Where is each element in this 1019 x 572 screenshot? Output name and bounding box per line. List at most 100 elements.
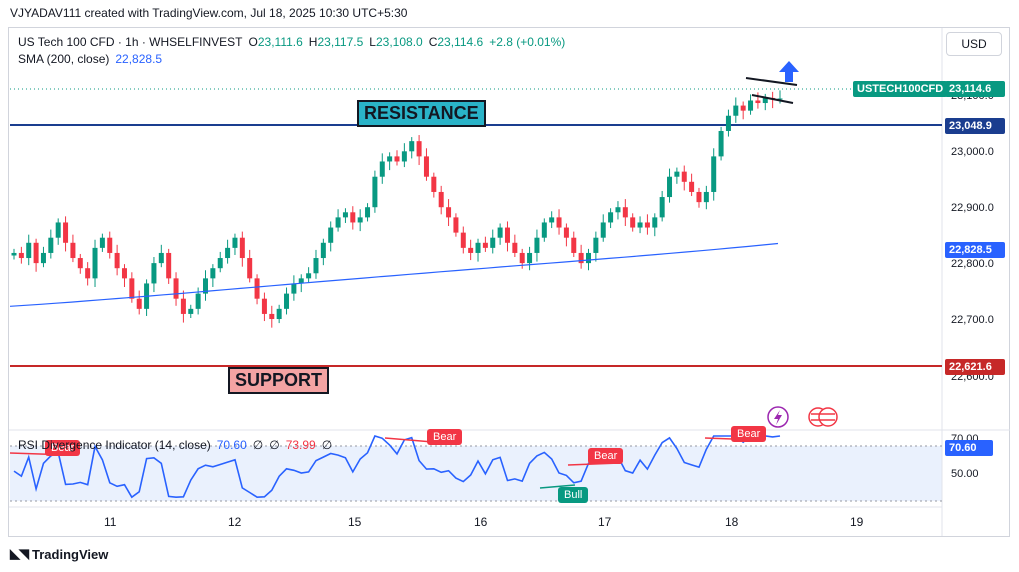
candle-body — [416, 141, 422, 157]
tradingview-logo-icon: ◣◥ — [10, 546, 29, 561]
candle-body — [482, 242, 488, 248]
candle-body — [180, 298, 186, 314]
candle-body — [394, 156, 400, 162]
candle-body — [541, 222, 547, 238]
currency-button[interactable]: USD — [946, 32, 1002, 56]
candle-body — [320, 242, 326, 259]
candle-body — [269, 313, 275, 320]
candle-body — [342, 212, 348, 218]
candle-body — [512, 242, 518, 253]
candle-body — [578, 252, 584, 264]
high-label: H — [308, 35, 318, 49]
candle-body — [85, 268, 91, 279]
candle-body — [203, 278, 208, 294]
candle-body — [593, 237, 599, 253]
chart-frame — [8, 27, 1010, 537]
rsi-bear-badge: Bear — [45, 440, 81, 456]
time-tick: 12 — [228, 515, 242, 529]
candle-body — [667, 176, 673, 198]
rsi-bull-badge: Bull — [558, 487, 589, 503]
flag-lower-line — [751, 94, 794, 104]
time-tick: 18 — [725, 515, 739, 529]
candle-body — [239, 237, 245, 259]
candle-body — [637, 222, 643, 228]
sma-line — [9, 242, 779, 307]
candle-body — [549, 217, 555, 223]
low-value: 23,108.0 — [375, 35, 423, 49]
candle-body — [644, 222, 650, 228]
support-label[interactable]: SUPPORT — [228, 367, 330, 394]
sma-value: 22,828.5 — [115, 52, 163, 66]
rsi-band — [10, 446, 942, 501]
candle-body — [681, 171, 687, 182]
last-price-tag: 23,114.6 — [945, 81, 1005, 97]
candle-body — [261, 298, 267, 314]
candle-body — [40, 252, 46, 264]
candle-body — [291, 283, 297, 294]
candle-body — [210, 268, 216, 279]
change-value: +2.8 (+0.01%) — [489, 35, 566, 49]
rsi-legend[interactable]: RSI Divergence Indicator (14, close) 70.… — [18, 438, 332, 452]
candle-body — [284, 293, 290, 309]
candle-body — [387, 156, 393, 162]
resistance-label[interactable]: RESISTANCE — [357, 100, 486, 127]
candle-body — [92, 247, 98, 279]
candle-body — [504, 227, 510, 243]
candle-body — [622, 207, 628, 218]
candle-body — [777, 98, 783, 100]
rsi-bear-badge: Bear — [427, 429, 463, 445]
candle-body — [703, 191, 709, 203]
open-label: O — [248, 35, 258, 49]
time-tick: 15 — [348, 515, 362, 529]
candle-body — [725, 115, 731, 131]
candle-body — [534, 237, 540, 253]
candle-body — [409, 141, 415, 152]
candle-body — [276, 308, 282, 320]
candle-body — [70, 242, 76, 259]
candle-body — [195, 293, 201, 309]
candle-body — [762, 97, 768, 104]
candle-body — [372, 176, 378, 208]
time-tick: 19 — [850, 515, 864, 529]
candle-body — [600, 222, 606, 238]
rsi-value-2: 73.99 — [285, 438, 316, 452]
candle-body — [431, 176, 437, 192]
tradingview-brand[interactable]: ◣◥ TradingView — [10, 546, 108, 562]
candle-body — [718, 130, 724, 157]
candle-body — [232, 237, 238, 248]
price-tick: 22,900.0 — [951, 202, 994, 214]
rsi-line — [13, 435, 781, 499]
price-tick: 22,800.0 — [951, 258, 994, 270]
candle-body — [33, 242, 39, 264]
candle-body — [166, 252, 172, 279]
sma-price-tag: 22,828.5 — [945, 242, 1005, 258]
candle-body — [696, 191, 702, 203]
candle-body — [63, 222, 69, 243]
candle-body — [438, 191, 444, 208]
symbol-price-tag: USTECH100CFD — [853, 81, 948, 97]
candle-body — [497, 227, 503, 238]
candle-body — [468, 247, 474, 253]
candle-body — [350, 212, 356, 223]
candle-body — [490, 237, 496, 248]
candle-body — [298, 278, 304, 284]
rsi-empty-2: ∅ — [269, 438, 280, 452]
sma-legend[interactable]: SMA (200, close) 22,828.5 — [18, 52, 162, 66]
candle-body — [586, 252, 591, 264]
candle-body — [173, 278, 179, 299]
symbol-name: US Tech 100 CFD · 1h · WHSELFINVEST — [18, 35, 243, 49]
candle-body — [652, 217, 658, 228]
ohlc-legend[interactable]: US Tech 100 CFD · 1h · WHSELFINVEST O 23,… — [18, 35, 565, 49]
candle-body — [460, 232, 466, 248]
candle-body — [114, 252, 120, 269]
rsi-divergence-bull — [539, 484, 576, 489]
candle-body — [26, 242, 32, 259]
close-label: C — [428, 35, 438, 49]
rsi-empty-1: ∅ — [252, 438, 264, 452]
candle-body — [11, 252, 17, 256]
candle-body — [755, 100, 761, 104]
candle-body — [313, 258, 319, 274]
close-value: 23,114.6 — [437, 35, 484, 49]
candle-body — [527, 252, 533, 264]
